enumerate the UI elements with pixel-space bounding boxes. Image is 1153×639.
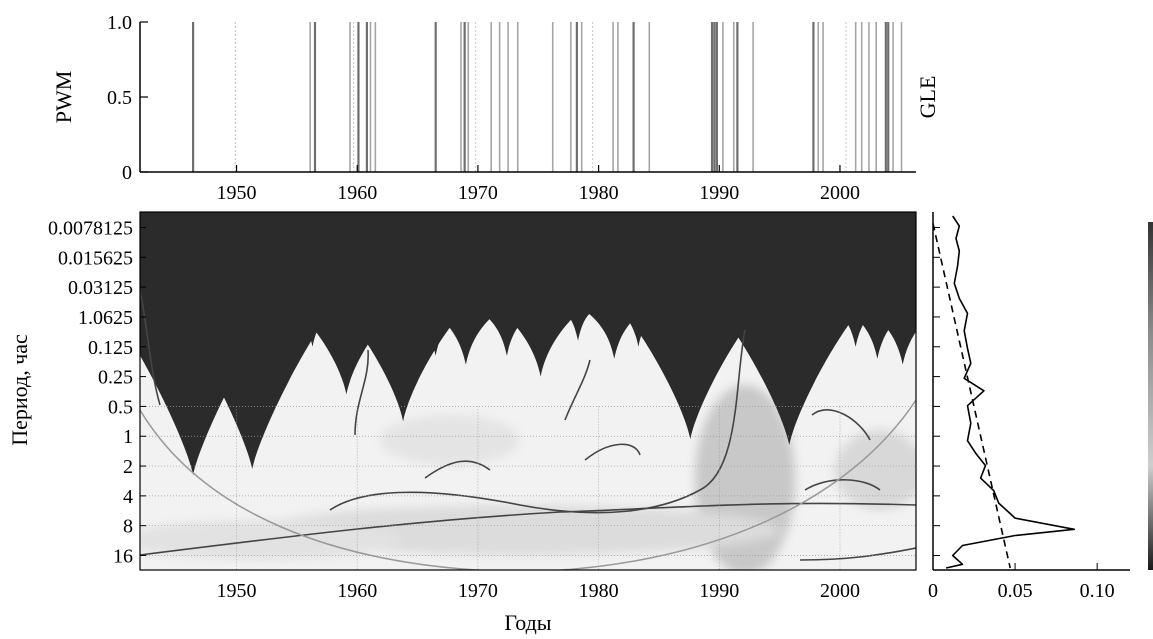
- contour-line: [584, 443, 641, 461]
- gle-y-ticks: 0 0.5 1.0: [107, 12, 148, 184]
- wavelet-panel: 1950 1960 1970 1980 1990 2000 0.0078125 0.0156…: [7, 211, 917, 635]
- heatmap-x-axis-label: Годы: [504, 610, 551, 635]
- global-spectrum-panel: 0 0.05 0.10: [928, 212, 1130, 602]
- heatmap-frame: [139, 211, 917, 571]
- heatmap-y-tick-label: 0.015625: [58, 247, 133, 269]
- global-power-line: [945, 215, 1075, 569]
- significance-level-line: [932, 223, 1011, 569]
- heatmap-x-tick-label: 1950: [217, 580, 257, 602]
- heatmap-y-tick-label: 0.5: [108, 396, 133, 418]
- heatmap-y-ticks: 0.0078125 0.015625 0.03125 1.0625 0.125 0.25 0…: [48, 218, 146, 568]
- global-spectrum-x-tick-label: 0.10: [1080, 580, 1115, 602]
- heatmap-y-tick-label: 2: [123, 456, 133, 478]
- heatmap-x-tick-label: 2000: [820, 580, 860, 602]
- heatmap-y-tick-label: 0.0078125: [48, 218, 133, 240]
- gle-right-label: GLE: [915, 76, 940, 119]
- cone-of-influence: [140, 399, 916, 570]
- low-power-funnel: [839, 289, 916, 365]
- contour-line: [354, 349, 369, 436]
- contour-line: [424, 460, 491, 479]
- power-blob: [380, 415, 520, 465]
- gle-x-tick-label: 1990: [699, 182, 739, 204]
- heatmap-x-tick-label: 1960: [337, 580, 377, 602]
- global-spectrum-lines: [932, 215, 1075, 569]
- colorbar: [1148, 222, 1153, 570]
- heatmap-y-tick-label: 0.25: [98, 367, 133, 389]
- contour-line: [804, 479, 881, 491]
- global-spectrum-x-tick-label: 0: [928, 580, 938, 602]
- heatmap-y-tick-label: 0.125: [88, 337, 133, 359]
- gle-event-bars: [192, 22, 903, 172]
- heatmap-y-tick-label: 8: [123, 516, 133, 538]
- gle-y-tick-label: 0: [122, 162, 132, 184]
- heatmap-y-tick-label: 4: [123, 486, 133, 508]
- gle-x-tick-label: 2000: [820, 182, 860, 204]
- gle-panel: 1950 1960 1970 1980 1990 2000 0 0.5 1.0 PWM GLE: [51, 12, 940, 204]
- power-blob: [835, 430, 916, 510]
- contour-line: [799, 547, 916, 561]
- gle-plot-frame: [140, 22, 916, 172]
- heatmap-y-tick-label: 1.0625: [78, 307, 133, 329]
- low-power-funnel: [152, 289, 352, 470]
- heatmap-x-tick-label: 1980: [579, 580, 619, 602]
- low-power-region: [140, 212, 916, 475]
- heatmap-power-blobs: [140, 385, 916, 570]
- contour-line: [564, 359, 591, 421]
- low-power-band: [140, 212, 916, 294]
- heatmap-y-axis-label: Период, час: [7, 334, 32, 446]
- global-spectrum-x-ticks: 0 0.05 0.10: [928, 563, 1115, 602]
- heatmap-y-tick-label: 16: [113, 546, 133, 568]
- wavelet-heatmap: [140, 212, 916, 570]
- heatmap-grid-vertical: [236, 406, 841, 570]
- heatmap-x-tick-label: 1970: [458, 580, 498, 602]
- significance-contours: [140, 289, 916, 561]
- heatmap-y-tick-label: 0.03125: [68, 277, 133, 299]
- heatmap-grid-horizontal: [140, 406, 916, 556]
- global-spectrum-x-tick-label: 0.05: [998, 580, 1033, 602]
- power-blob: [140, 520, 400, 560]
- contour-line: [140, 289, 161, 406]
- gle-x-ticks: 1950 1960 1970 1980 1990 2000: [217, 165, 860, 204]
- gle-x-tick-label: 1980: [579, 182, 619, 204]
- contour-line: [329, 329, 746, 514]
- low-power-funnel: [697, 289, 881, 446]
- heatmap-x-ticks: 1950 1960 1970 1980 1990 2000: [217, 580, 860, 602]
- gle-y-tick-label: 1.0: [107, 12, 132, 34]
- gle-y-tick-label: 0.5: [107, 87, 132, 109]
- heatmap-x-tick-label: 1990: [699, 580, 739, 602]
- gle-x-tick-label: 1950: [217, 182, 257, 204]
- gle-x-tick-label: 1970: [458, 182, 498, 204]
- contour-line: [140, 502, 916, 556]
- global-spectrum-y-ticks: [933, 227, 940, 556]
- gle-y-axis-label: PWM: [51, 71, 76, 124]
- gle-x-tick-label: 1960: [337, 182, 377, 204]
- heatmap-y-tick-label: 1: [123, 426, 133, 448]
- contour-line: [811, 409, 871, 441]
